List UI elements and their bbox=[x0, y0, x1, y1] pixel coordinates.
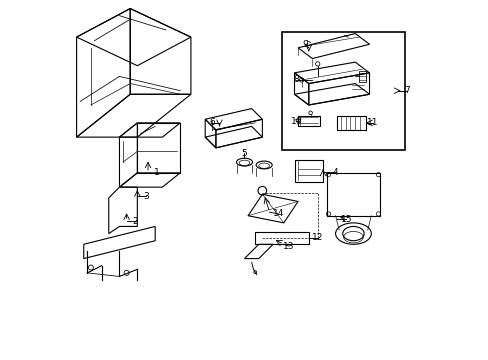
Text: 6: 6 bbox=[209, 118, 215, 127]
Text: 8: 8 bbox=[293, 76, 299, 85]
Text: 14: 14 bbox=[272, 210, 284, 219]
Text: 10: 10 bbox=[290, 117, 302, 126]
Text: 15: 15 bbox=[340, 215, 351, 224]
Text: 11: 11 bbox=[366, 118, 378, 127]
Text: 1: 1 bbox=[154, 168, 160, 177]
Text: 7: 7 bbox=[404, 86, 409, 95]
Text: 2: 2 bbox=[132, 217, 138, 226]
Text: 9: 9 bbox=[302, 40, 307, 49]
Text: 5: 5 bbox=[241, 149, 247, 158]
Text: 4: 4 bbox=[332, 168, 338, 177]
Text: 3: 3 bbox=[143, 192, 149, 201]
Text: 12: 12 bbox=[311, 233, 323, 242]
Text: 13: 13 bbox=[283, 242, 294, 251]
Bar bbox=[326, 173, 380, 216]
Bar bbox=[282, 32, 405, 150]
